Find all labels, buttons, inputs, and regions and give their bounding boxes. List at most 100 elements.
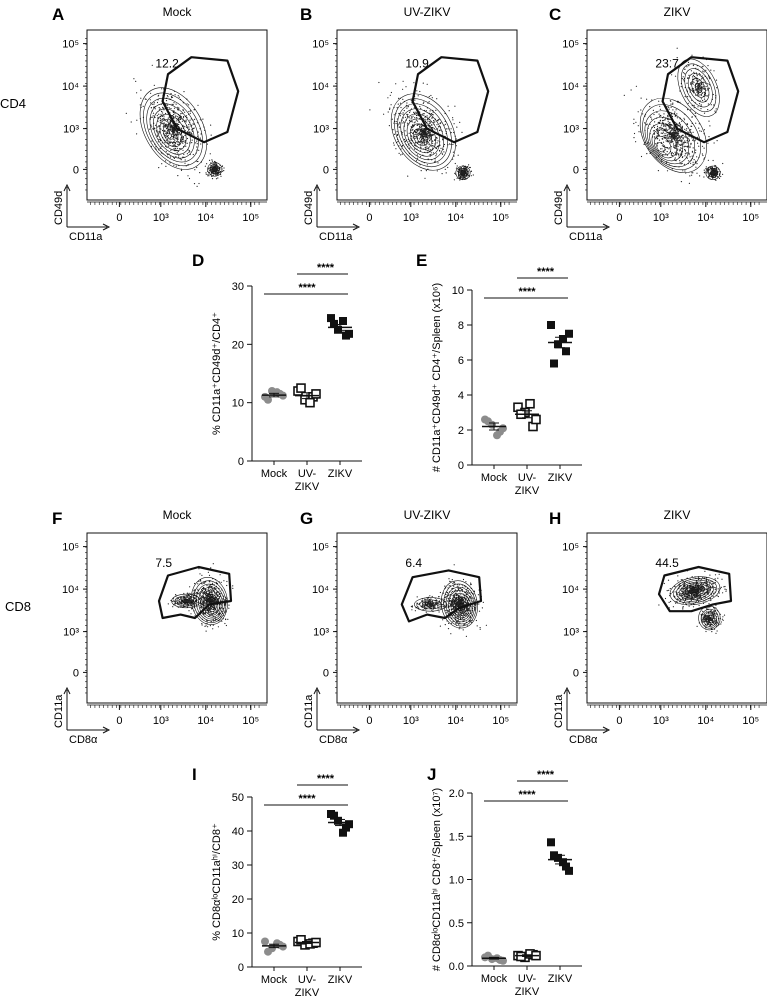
event-dot	[161, 111, 163, 113]
event-dot	[169, 129, 171, 131]
event-dot	[478, 603, 480, 605]
event-dot	[151, 116, 153, 118]
event-dot	[669, 100, 672, 102]
event-dot	[194, 601, 196, 603]
event-dot	[162, 88, 165, 90]
event-dot	[460, 169, 462, 171]
event-dot	[191, 142, 193, 144]
data-point	[296, 383, 306, 393]
event-dot	[673, 131, 675, 133]
event-dot	[686, 66, 688, 68]
event-dot	[455, 145, 457, 147]
event-dot	[212, 163, 214, 165]
event-dot	[430, 113, 432, 115]
event-dot	[687, 131, 689, 133]
event-dot	[441, 153, 444, 155]
event-dot	[400, 154, 402, 156]
event-dot	[135, 80, 137, 82]
event-dot	[461, 131, 463, 133]
event-dot	[699, 175, 701, 177]
event-dot	[709, 125, 711, 127]
event-dot	[220, 581, 222, 584]
event-dot	[695, 79, 697, 81]
event-dot	[459, 171, 461, 173]
data-point	[547, 321, 555, 329]
significance-label: ****	[518, 286, 536, 298]
event-dot	[472, 174, 474, 176]
event-dot	[180, 159, 182, 161]
event-dot	[426, 131, 428, 133]
y-tick-label: 10⁴	[562, 81, 579, 93]
event-dot	[195, 142, 197, 144]
event-dot	[212, 174, 214, 176]
event-dot	[668, 138, 670, 140]
event-dot	[669, 60, 672, 62]
event-dot	[174, 603, 176, 605]
event-dot	[423, 133, 425, 135]
event-dot	[694, 139, 696, 141]
event-dot	[477, 594, 479, 596]
event-dot	[217, 177, 219, 179]
event-dot	[642, 113, 644, 115]
event-dot	[177, 599, 179, 601]
event-dot	[698, 80, 700, 82]
event-dot	[205, 625, 207, 627]
event-dot	[700, 81, 702, 83]
y-tick-label: 0	[73, 164, 79, 176]
event-dot	[705, 69, 707, 71]
event-dot	[683, 141, 685, 143]
event-dot	[179, 597, 182, 599]
event-dot	[417, 134, 419, 136]
event-dot	[680, 86, 682, 88]
event-dot	[180, 169, 183, 171]
event-dot	[210, 591, 212, 593]
event-dot	[657, 170, 660, 172]
event-dot	[215, 588, 217, 590]
event-dot	[676, 144, 678, 146]
event-dot	[637, 125, 639, 127]
event-dot	[223, 170, 225, 172]
event-dot	[464, 169, 466, 171]
event-dot	[184, 159, 186, 161]
event-dot	[686, 157, 688, 159]
event-dot	[638, 131, 640, 133]
event-dot	[708, 176, 710, 178]
event-dot	[183, 91, 185, 93]
event-dot	[684, 155, 686, 157]
event-dot	[177, 106, 179, 108]
event-dot	[707, 109, 709, 111]
event-dot	[214, 169, 216, 171]
event-dot	[153, 102, 155, 104]
event-dot	[420, 107, 422, 109]
event-dot	[175, 594, 177, 596]
event-dot	[167, 106, 169, 109]
event-dot	[430, 152, 432, 154]
event-dot	[189, 119, 191, 121]
event-dot	[687, 146, 689, 148]
event-dot	[654, 121, 656, 123]
event-dot	[716, 171, 718, 173]
event-dot	[173, 157, 175, 159]
event-dot	[437, 119, 440, 121]
event-dot	[455, 167, 458, 169]
event-dot	[413, 122, 415, 124]
event-dot	[674, 147, 676, 149]
event-dot	[705, 166, 707, 168]
event-dot	[173, 144, 175, 146]
data-point	[345, 329, 353, 338]
event-dot	[187, 131, 189, 134]
event-dot	[172, 104, 174, 106]
event-dot	[166, 127, 168, 129]
event-dot	[690, 70, 693, 72]
event-dot	[216, 171, 219, 173]
event-dot	[164, 134, 166, 136]
event-dot	[172, 129, 174, 131]
x-tick-label: 10³	[153, 212, 169, 224]
event-dot	[414, 99, 416, 101]
event-dot	[700, 83, 702, 85]
event-dot	[691, 155, 693, 157]
event-dot	[455, 138, 457, 140]
event-dot	[646, 98, 648, 100]
